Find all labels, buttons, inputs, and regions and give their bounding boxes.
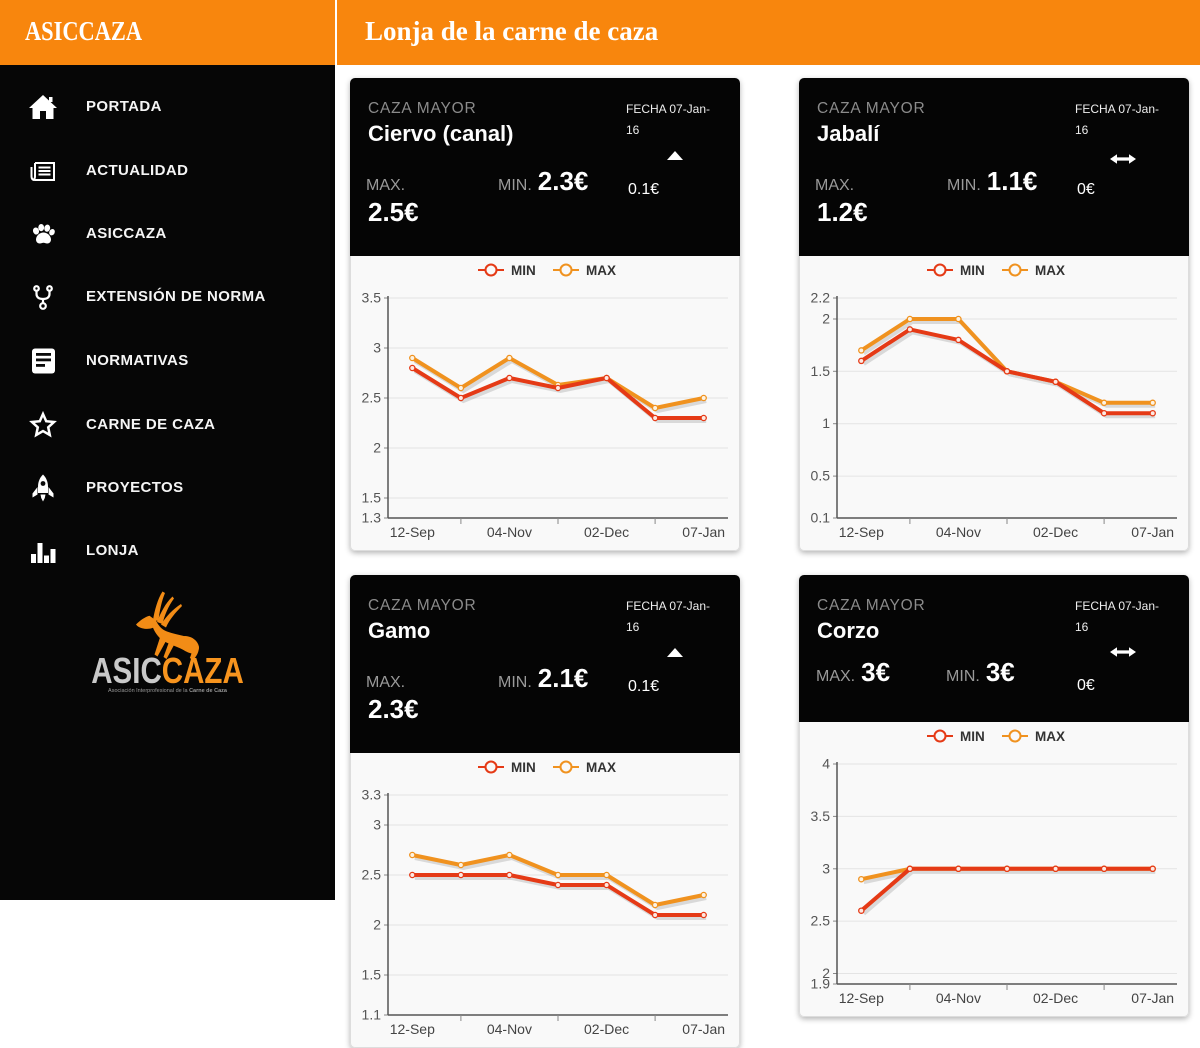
svg-text:3.5: 3.5	[362, 290, 382, 306]
svg-text:3: 3	[373, 340, 381, 356]
svg-text:3: 3	[822, 860, 830, 876]
svg-text:12-Sep: 12-Sep	[839, 990, 884, 1006]
svg-text:04-Nov: 04-Nov	[487, 524, 532, 540]
svg-text:04-Nov: 04-Nov	[936, 524, 981, 540]
svg-text:MIN: MIN	[511, 263, 536, 278]
svg-text:MIN: MIN	[960, 263, 985, 278]
svg-text:4: 4	[822, 756, 830, 772]
svg-text:02-Dec: 02-Dec	[584, 524, 629, 540]
svg-text:1.9: 1.9	[811, 976, 831, 992]
svg-text:MAX: MAX	[586, 760, 616, 775]
svg-text:0.1: 0.1	[811, 510, 831, 526]
svg-text:2: 2	[822, 311, 830, 327]
svg-text:MIN: MIN	[960, 729, 985, 744]
svg-text:0.5: 0.5	[811, 468, 831, 484]
svg-text:07-Jan: 07-Jan	[682, 524, 725, 540]
svg-text:1.5: 1.5	[811, 363, 831, 379]
svg-text:12-Sep: 12-Sep	[839, 524, 884, 540]
svg-text:3.3: 3.3	[362, 787, 382, 803]
svg-text:2.5: 2.5	[362, 867, 382, 883]
svg-text:1.3: 1.3	[362, 510, 382, 526]
svg-text:12-Sep: 12-Sep	[390, 1021, 435, 1037]
svg-text:2: 2	[373, 917, 381, 933]
svg-text:MAX: MAX	[1035, 729, 1065, 744]
svg-text:04-Nov: 04-Nov	[487, 1021, 532, 1037]
svg-text:1.5: 1.5	[362, 490, 382, 506]
svg-text:2.5: 2.5	[811, 913, 831, 929]
svg-text:04-Nov: 04-Nov	[936, 990, 981, 1006]
svg-text:2.5: 2.5	[362, 390, 382, 406]
svg-text:02-Dec: 02-Dec	[584, 1021, 629, 1037]
svg-text:2: 2	[373, 440, 381, 456]
svg-text:02-Dec: 02-Dec	[1033, 524, 1078, 540]
svg-text:MIN: MIN	[511, 760, 536, 775]
svg-text:MAX: MAX	[1035, 263, 1065, 278]
svg-text:3: 3	[373, 817, 381, 833]
svg-text:2.2: 2.2	[811, 290, 831, 306]
svg-text:12-Sep: 12-Sep	[390, 524, 435, 540]
svg-text:1: 1	[822, 415, 830, 431]
svg-text:3.5: 3.5	[811, 808, 831, 824]
svg-text:MAX: MAX	[586, 263, 616, 278]
svg-text:07-Jan: 07-Jan	[682, 1021, 725, 1037]
svg-text:07-Jan: 07-Jan	[1131, 524, 1174, 540]
svg-text:02-Dec: 02-Dec	[1033, 990, 1078, 1006]
svg-text:07-Jan: 07-Jan	[1131, 990, 1174, 1006]
svg-text:1.1: 1.1	[362, 1007, 382, 1023]
svg-text:1.5: 1.5	[362, 967, 382, 983]
